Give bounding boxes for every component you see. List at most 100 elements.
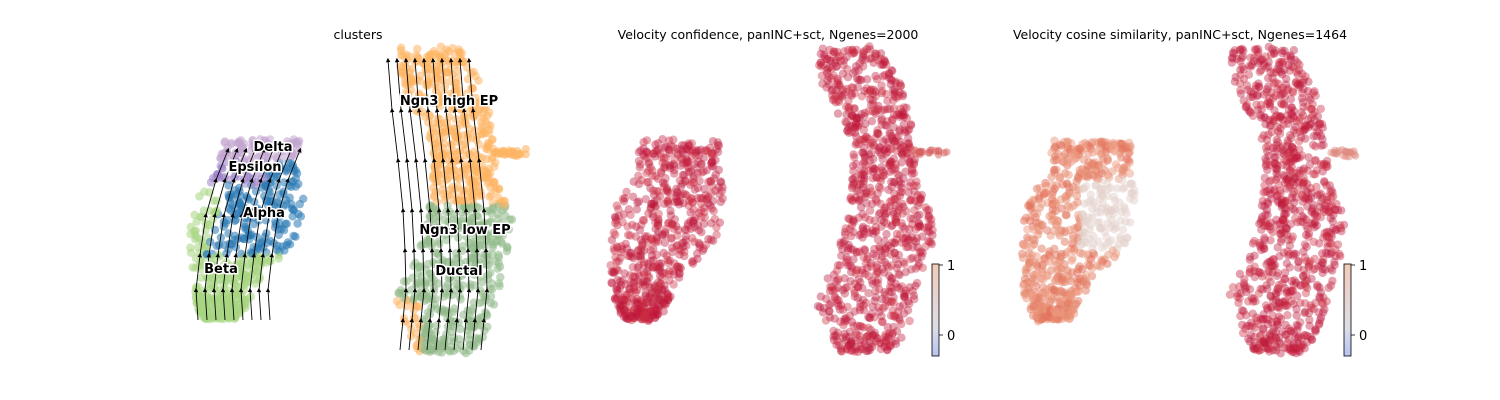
confidence-point: [868, 138, 878, 147]
cosine-point: [1078, 249, 1088, 259]
confidence-point: [680, 170, 689, 180]
confidence-point: [636, 254, 646, 263]
confidence-point: [852, 160, 861, 169]
cluster-point: [472, 202, 481, 212]
confidence-point: [667, 234, 676, 243]
confidence-point: [669, 161, 678, 171]
confidence-point: [887, 66, 896, 75]
confidence-point: [874, 145, 883, 155]
confidence-point: [864, 228, 873, 237]
confidence-point: [624, 311, 633, 321]
panel-title-velocity-cosine-similarity: Velocity cosine similarity, panINC+sct, …: [1013, 27, 1347, 42]
confidence-point: [866, 95, 875, 104]
cosine-point: [1289, 112, 1298, 121]
cosine-point: [1070, 300, 1080, 309]
cluster-point: [461, 349, 471, 358]
confidence-point: [622, 187, 631, 197]
confidence-point: [848, 181, 857, 190]
cosine-point: [1285, 183, 1295, 192]
confidence-point: [905, 225, 914, 234]
confidence-point: [849, 180, 858, 189]
confidence-point: [612, 242, 622, 251]
confidence-point: [889, 209, 898, 219]
colorbar-cosine: 1 0: [1343, 259, 1367, 357]
confidence-point: [855, 75, 865, 84]
confidence-point: [650, 313, 660, 323]
cluster-point: [423, 69, 432, 78]
confidence-point: [858, 295, 868, 305]
confidence-point: [833, 47, 842, 57]
confidence-point: [876, 54, 885, 63]
confidence-point: [697, 168, 706, 177]
confidence-point: [681, 236, 690, 245]
confidence-point: [912, 181, 921, 190]
confidence-point: [648, 171, 657, 180]
cosine-point: [1042, 285, 1051, 294]
cosine-point: [1239, 65, 1248, 74]
confidence-point: [669, 160, 678, 169]
confidence-point: [658, 295, 667, 304]
confidence-point: [860, 340, 869, 349]
cosine-point: [1271, 46, 1280, 55]
confidence-point: [610, 246, 619, 255]
confidence-point: [657, 273, 667, 282]
cluster-point: [289, 138, 298, 147]
cosine-point: [1289, 126, 1299, 135]
confidence-point: [858, 233, 867, 242]
confidence-point: [850, 279, 859, 289]
confidence-point: [684, 164, 694, 173]
confidence-point: [872, 49, 881, 59]
confidence-point: [642, 147, 651, 156]
confidence-point: [625, 314, 634, 324]
confidence-point: [890, 178, 899, 187]
confidence-point: [884, 137, 893, 146]
confidence-point: [915, 210, 924, 219]
cosine-point: [1283, 338, 1292, 347]
confidence-point: [886, 243, 895, 252]
confidence-point: [883, 117, 892, 126]
panel-title-velocity-confidence: Velocity confidence, panINC+sct, Ngenes=…: [618, 27, 919, 42]
confidence-point: [639, 299, 648, 308]
confidence-point: [849, 49, 859, 58]
confidence-point: [642, 136, 652, 145]
confidence-point: [879, 55, 889, 64]
confidence-point: [891, 218, 901, 227]
cluster-point: [469, 340, 478, 349]
confidence-point: [666, 211, 676, 220]
confidence-point: [617, 242, 626, 251]
confidence-point: [705, 201, 715, 210]
confidence-point: [852, 247, 861, 257]
confidence-point: [615, 283, 625, 293]
confidence-point: [689, 218, 698, 228]
confidence-point: [662, 251, 671, 260]
cosine-point: [1300, 308, 1309, 318]
confidence-point: [834, 89, 844, 99]
confidence-point: [853, 347, 863, 357]
cluster-point: [230, 314, 239, 323]
confidence-point: [638, 240, 647, 250]
confidence-point: [701, 240, 711, 250]
confidence-point: [880, 145, 889, 154]
confidence-point: [833, 261, 843, 270]
confidence-point: [876, 49, 886, 58]
confidence-point: [845, 214, 854, 224]
cosine-point: [1228, 283, 1238, 292]
confidence-point: [851, 345, 860, 354]
confidence-point: [623, 222, 632, 231]
confidence-point: [634, 156, 644, 166]
confidence-point: [707, 219, 716, 228]
confidence-point: [666, 160, 675, 170]
confidence-point: [865, 206, 875, 215]
cosine-point: [1303, 166, 1312, 175]
confidence-point: [825, 80, 834, 89]
confidence-point: [875, 143, 884, 152]
confidence-point: [837, 301, 846, 310]
cluster-point: [452, 279, 461, 288]
confidence-point: [855, 113, 864, 123]
confidence-point: [673, 231, 682, 240]
confidence-point: [874, 303, 883, 312]
cluster-point: [421, 265, 430, 274]
confidence-point: [892, 213, 901, 222]
confidence-point: [904, 139, 913, 149]
confidence-point: [823, 274, 832, 283]
